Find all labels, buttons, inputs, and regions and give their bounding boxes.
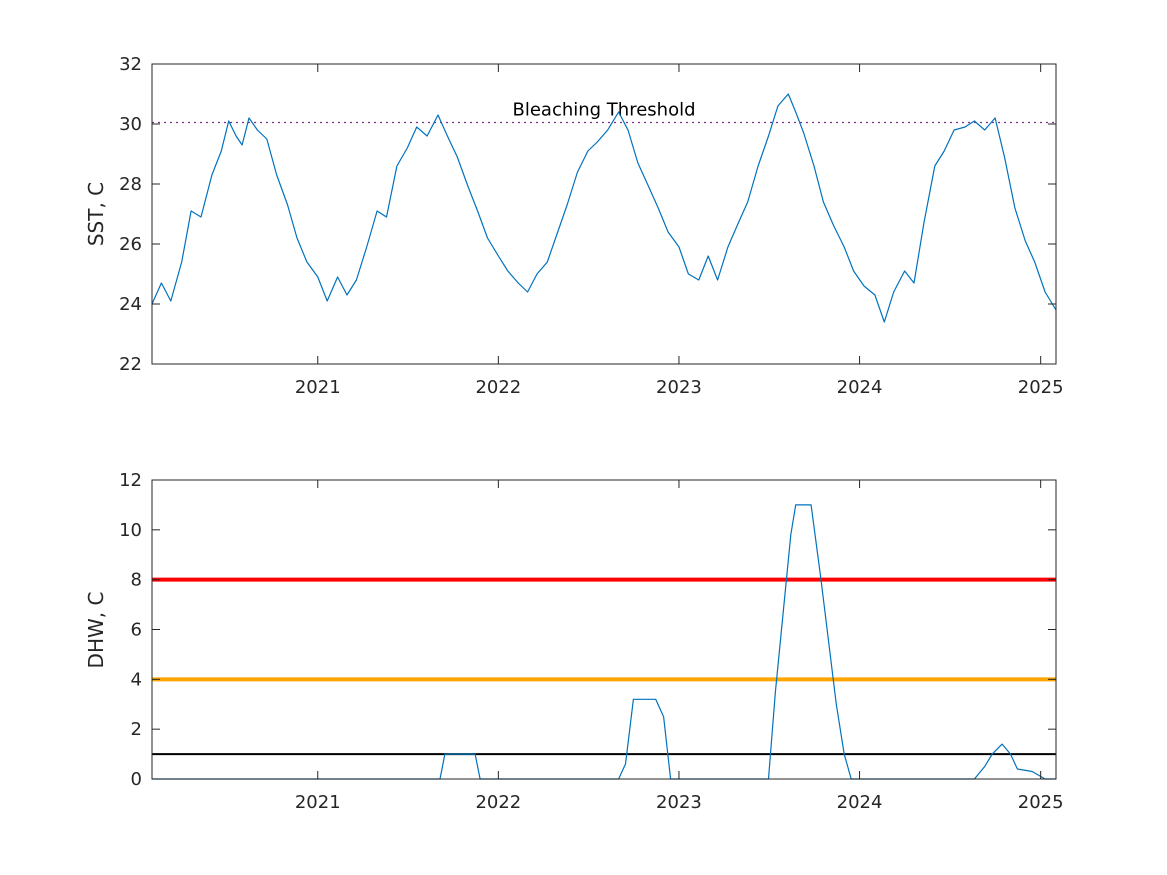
sst-y-axis-label: SST, C: [84, 182, 108, 246]
dhw-plot-area: [152, 480, 1056, 779]
sst-axes-box: [151, 63, 1057, 365]
sst-y-tick-label: 24: [119, 294, 142, 315]
dhw-y-tick-label: 10: [119, 520, 142, 541]
dhw-x-tick-label: 2023: [656, 792, 702, 813]
dhw-chart: 0 2 4 6 8 10 12 2021 2022 2023 2024 2025 DHW, C: [84, 470, 1064, 813]
dhw-x-tick-label: 2025: [1018, 792, 1064, 813]
dhw-y-tick-label: 0: [131, 769, 142, 790]
sst-y-tick-label: 32: [119, 54, 142, 75]
sst-chart: Bleaching Threshold 22 24 26 28 30 32 2021 2022…: [84, 54, 1064, 398]
dhw-y-tick-label: 12: [119, 470, 142, 491]
sst-y-tick-label: 26: [119, 234, 142, 255]
dhw-x-tick-label: 2021: [295, 792, 341, 813]
sst-x-tick-label: 2025: [1018, 377, 1064, 398]
dhw-y-tick-label: 8: [131, 570, 142, 591]
sst-x-tick-label: 2022: [475, 377, 521, 398]
sst-y-tick-label: 30: [119, 114, 142, 135]
dhw-x-tick-label: 2024: [837, 792, 883, 813]
dhw-y-tick-label: 2: [131, 719, 142, 740]
sst-plot-area: [152, 64, 1056, 364]
dhw-y-axis-label: DHW, C: [84, 592, 108, 669]
sst-y-tick-label: 28: [119, 174, 142, 195]
dhw-x-tick-label: 2022: [475, 792, 521, 813]
sst-x-tick-label: 2021: [295, 377, 341, 398]
sst-y-tick-label: 22: [119, 354, 142, 375]
sst-x-tick-label: 2024: [837, 377, 883, 398]
dhw-y-tick-label: 6: [131, 620, 142, 641]
dhw-y-tick-label: 4: [131, 669, 142, 690]
sst-threshold-label: Bleaching Threshold: [512, 100, 695, 121]
sst-x-tick-label: 2023: [656, 377, 702, 398]
sst-series-line: [151, 93, 1057, 323]
